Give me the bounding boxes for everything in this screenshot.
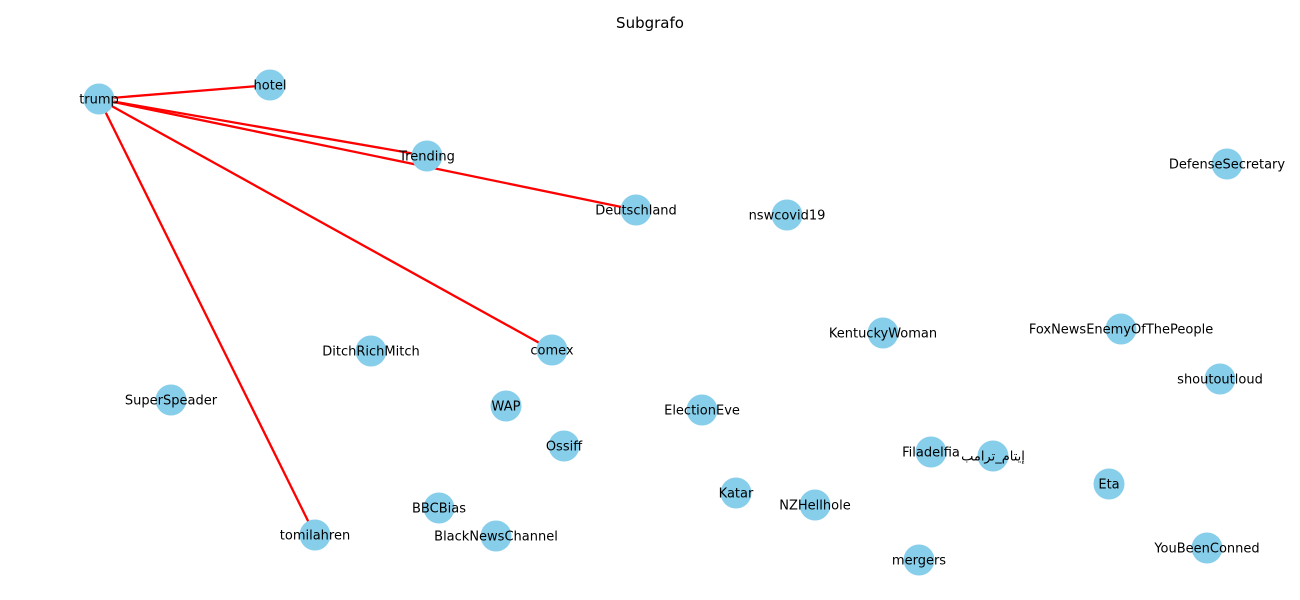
node-BlackNewsChannel: BlackNewsChannel [434, 520, 558, 552]
node-WAP: WAP [490, 390, 522, 422]
node-circle [254, 69, 286, 101]
node-circle [720, 477, 752, 509]
node-label: Katar [719, 487, 754, 502]
node-FoxNewsEnemyOfThePeople: FoxNewsEnemyOfThePeople [1029, 313, 1213, 345]
node-label: NZHellhole [779, 499, 850, 514]
node-label: Deutschland [595, 204, 677, 219]
edge-trump-Trending [98, 97, 428, 158]
node-label: YouBeenConned [1153, 542, 1259, 557]
edge-trump-comex [98, 97, 553, 352]
node-circle [548, 430, 580, 462]
node-Ossiff: Ossiff [546, 430, 583, 462]
node-hotel: hotel [254, 69, 287, 101]
node-DefenseSecretary: DefenseSecretary [1169, 148, 1285, 180]
node-circle [686, 394, 718, 426]
edge-trump-hotel [98, 83, 271, 101]
node-circle [1105, 313, 1137, 345]
node-circle [299, 519, 331, 551]
node-circle [480, 520, 512, 552]
node-circle [1204, 363, 1236, 395]
node-label: DefenseSecretary [1169, 158, 1285, 173]
edge-trump-Deutschland [98, 97, 637, 212]
node-label: Ossiff [546, 440, 583, 455]
node-label: mergers [892, 554, 946, 569]
node-label: hotel [254, 79, 287, 94]
graph-title: Subgrafo [616, 14, 684, 32]
node-label: tomilahren [280, 529, 350, 544]
node-circle [1191, 532, 1223, 564]
node-ElectionEve: ElectionEve [664, 394, 740, 426]
node-label: BlackNewsChannel [434, 530, 558, 545]
node-label: إيتام_ترامب [961, 450, 1025, 465]
node-label: DitchRichMitch [322, 345, 419, 360]
node-circle [903, 544, 935, 576]
node-label: nswcovid19 [749, 209, 826, 224]
node-label: Filadelfia [902, 446, 960, 461]
node-circle [771, 199, 803, 231]
node-YouBeenConned: YouBeenConned [1153, 532, 1260, 564]
node-label: WAP [492, 400, 521, 415]
node-comex: comex [530, 334, 574, 366]
node-circle [799, 489, 831, 521]
node-circle [915, 436, 947, 468]
node-tomilahren: tomilahren [280, 519, 350, 551]
node-label: comex [530, 344, 574, 359]
node-Eta: Eta [1093, 468, 1125, 500]
node-shoutoutloud: shoutoutloud [1177, 363, 1263, 395]
node-KentuckyWoman: KentuckyWoman [829, 317, 937, 349]
node-circle [1211, 148, 1243, 180]
nodes-layer: trump hotel Trending Deutschland nswcovid19 D… [79, 69, 1285, 576]
node-label: KentuckyWoman [829, 327, 937, 342]
node-SuperSpeader: SuperSpeader [125, 384, 218, 416]
node-circle [83, 83, 115, 115]
node-Deutschland: Deutschland [595, 194, 677, 226]
node-label: trump [79, 93, 119, 108]
node-circle [867, 317, 899, 349]
node-label: SuperSpeader [125, 394, 218, 409]
node-circle [411, 140, 443, 172]
node-mergers: mergers [892, 544, 946, 576]
node-circle [155, 384, 187, 416]
node-Filadelfia: Filadelfia [902, 436, 960, 468]
node-label: ElectionEve [664, 404, 740, 419]
node-circle [423, 492, 455, 524]
node-label: Trending [398, 150, 455, 165]
node-label: Eta [1098, 478, 1119, 493]
node-label: FoxNewsEnemyOfThePeople [1029, 323, 1213, 338]
node-circle [1093, 468, 1125, 500]
node-circle [536, 334, 568, 366]
edge-trump-tomilahren [97, 98, 317, 536]
node-trump: trump [79, 83, 119, 115]
node-Trending: Trending [398, 140, 455, 172]
node-NZHellhole: NZHellhole [779, 489, 851, 521]
node-label: shoutoutloud [1177, 373, 1263, 388]
node-circle [620, 194, 652, 226]
edges-layer [97, 83, 637, 536]
node-label: BBCBias [412, 502, 466, 517]
node-DitchRichMitch: DitchRichMitch [322, 335, 420, 367]
node-circle [490, 390, 522, 422]
node-nswcovid19: nswcovid19 [749, 199, 826, 231]
node-circle [355, 335, 387, 367]
node-arabic: إيتام_ترامب [961, 440, 1025, 472]
node-Katar: Katar [719, 477, 754, 509]
node-circle [977, 440, 1009, 472]
node-BBCBias: BBCBias [412, 492, 466, 524]
